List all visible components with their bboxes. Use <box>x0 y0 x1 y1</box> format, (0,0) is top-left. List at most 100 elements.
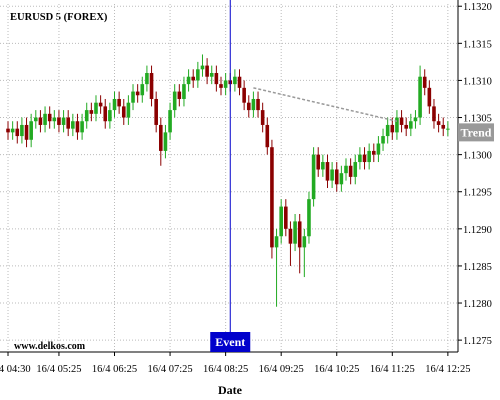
candle-body <box>38 117 43 125</box>
candle-body <box>98 102 103 107</box>
x-tick-label: 16/4 09:25 <box>259 364 304 375</box>
trend-box <box>458 123 494 142</box>
candle-body <box>196 69 200 81</box>
candle-body <box>316 154 321 170</box>
candle-body <box>223 80 228 88</box>
x-tick-label: 16/4 06:25 <box>92 364 137 375</box>
candle-body <box>103 106 108 122</box>
candle-body <box>307 199 311 237</box>
candle-body <box>367 150 371 163</box>
candle-body <box>24 124 29 140</box>
x-tick-label: 16/4 10:25 <box>314 364 359 375</box>
candle-body <box>80 121 84 133</box>
candle-body <box>293 221 297 244</box>
y-tick-label: 1.1310 <box>463 76 492 87</box>
event-box <box>210 332 251 352</box>
candle-body <box>84 110 89 122</box>
chart-title: EURUSD 5 (FOREX) <box>10 12 108 23</box>
candle-body <box>330 169 334 181</box>
candle-body <box>33 117 38 122</box>
candle-body <box>154 98 158 125</box>
x-tick-label: 16/4 11:25 <box>370 364 415 375</box>
candle-body <box>10 128 15 133</box>
candle-body <box>334 169 339 185</box>
candle-body <box>413 117 418 122</box>
candle-body <box>71 121 75 129</box>
candle-body <box>168 110 172 133</box>
candle-body <box>94 102 98 114</box>
candle-body <box>140 84 145 96</box>
candle-body <box>385 124 390 137</box>
candle-body <box>427 87 432 107</box>
candle-body <box>163 132 168 151</box>
candle-body <box>15 128 20 137</box>
candle-body <box>159 124 163 151</box>
candle-body <box>395 117 399 133</box>
candle-body <box>279 206 283 237</box>
candle-body <box>177 91 182 99</box>
candle-body <box>270 147 274 248</box>
trend-label: Trend <box>461 125 492 139</box>
candle-body <box>117 98 121 107</box>
candle-body <box>246 102 251 111</box>
candle-body <box>358 154 362 163</box>
candle-body <box>265 124 270 148</box>
candle-body <box>233 76 237 85</box>
y-tick-label: 1.1290 <box>463 225 492 236</box>
x-tick-label: 16/4 12:25 <box>425 364 470 375</box>
x-tick-label: 16/4 08:25 <box>203 364 248 375</box>
x-tick-label: 16/4 04:30 <box>0 364 31 375</box>
candle-body <box>422 76 427 88</box>
y-tick-label: 1.1275 <box>463 336 492 347</box>
candle-body <box>172 91 177 111</box>
candle-body <box>432 106 436 122</box>
candle-body <box>409 121 413 129</box>
candle-body <box>145 73 149 85</box>
candle-body <box>288 228 293 244</box>
candle-body <box>376 143 381 155</box>
candle-body <box>131 91 135 103</box>
candle-body <box>339 173 344 185</box>
candle-body <box>321 162 325 170</box>
watermark: www.delkos.com <box>14 341 86 352</box>
candle-body <box>237 76 242 88</box>
y-tick-label: 1.1285 <box>463 262 492 273</box>
candle-body <box>75 121 80 133</box>
candle-body <box>89 110 94 114</box>
candle-body <box>325 162 330 181</box>
candle-body <box>251 98 256 111</box>
candle-body <box>274 236 279 248</box>
candle-body <box>191 76 196 81</box>
y-tick-label: 1.1295 <box>463 188 492 199</box>
candle-body <box>61 117 66 125</box>
candle-body <box>404 124 408 129</box>
x-tick-label: 16/4 05:25 <box>36 364 81 375</box>
candle-body <box>135 91 140 96</box>
candle-body <box>126 102 131 118</box>
candle-body <box>348 165 353 177</box>
x-tick-label: 16/4 07:25 <box>147 364 192 375</box>
candle-body <box>66 117 71 129</box>
candle-body <box>260 110 265 125</box>
candle-body <box>242 87 246 103</box>
candle-body <box>219 84 223 88</box>
candle-body <box>381 136 385 144</box>
candle-body <box>29 121 33 140</box>
candle-body <box>47 113 52 122</box>
trend-line <box>253 87 398 122</box>
candle-body <box>43 113 47 125</box>
candle-body <box>297 221 302 248</box>
candle-body <box>209 73 214 77</box>
y-tick-label: 1.1320 <box>463 2 492 13</box>
candle-body <box>436 121 441 125</box>
candle-body <box>446 128 450 130</box>
candle-body <box>284 206 288 229</box>
candle-body <box>390 124 395 133</box>
candle-body <box>399 117 404 125</box>
candle-body <box>108 110 112 122</box>
candle-body <box>205 65 209 77</box>
candle-body <box>149 73 154 99</box>
y-tick-label: 1.1280 <box>463 299 492 310</box>
candle-body <box>371 150 376 155</box>
